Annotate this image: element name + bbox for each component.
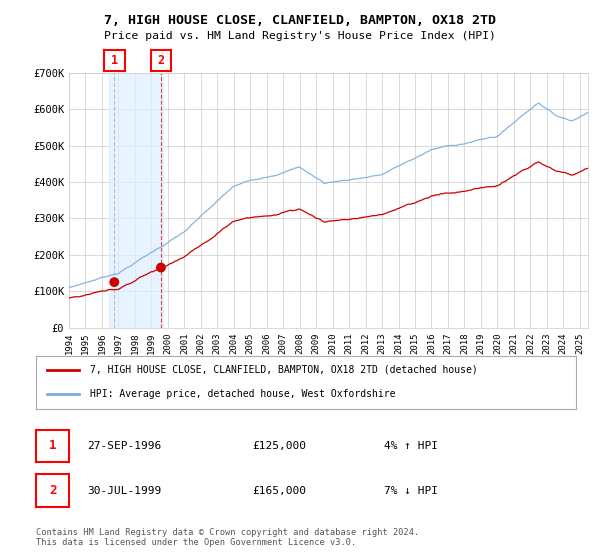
Point: [110, 278, 119, 287]
Text: 7, HIGH HOUSE CLOSE, CLANFIELD, BAMPTON, OX18 2TD (detached house): 7, HIGH HOUSE CLOSE, CLANFIELD, BAMPTON,…: [90, 365, 478, 375]
Text: 2: 2: [157, 54, 164, 67]
Text: 1: 1: [111, 54, 118, 67]
Text: £125,000: £125,000: [252, 441, 306, 451]
Point: [156, 263, 166, 272]
Bar: [109, 73, 163, 328]
Text: 4% ↑ HPI: 4% ↑ HPI: [384, 441, 438, 451]
Text: £165,000: £165,000: [252, 486, 306, 496]
Bar: [583, 73, 590, 328]
Text: 7% ↓ HPI: 7% ↓ HPI: [384, 486, 438, 496]
Text: 1: 1: [49, 439, 56, 452]
Text: HPI: Average price, detached house, West Oxfordshire: HPI: Average price, detached house, West…: [90, 389, 395, 399]
Text: 27-SEP-1996: 27-SEP-1996: [87, 441, 161, 451]
Text: 2: 2: [49, 484, 56, 497]
Bar: [67, 73, 80, 328]
Text: Price paid vs. HM Land Registry's House Price Index (HPI): Price paid vs. HM Land Registry's House …: [104, 31, 496, 41]
Text: Contains HM Land Registry data © Crown copyright and database right 2024.
This d: Contains HM Land Registry data © Crown c…: [36, 528, 419, 547]
Text: 7, HIGH HOUSE CLOSE, CLANFIELD, BAMPTON, OX18 2TD: 7, HIGH HOUSE CLOSE, CLANFIELD, BAMPTON,…: [104, 14, 496, 27]
Text: 30-JUL-1999: 30-JUL-1999: [87, 486, 161, 496]
